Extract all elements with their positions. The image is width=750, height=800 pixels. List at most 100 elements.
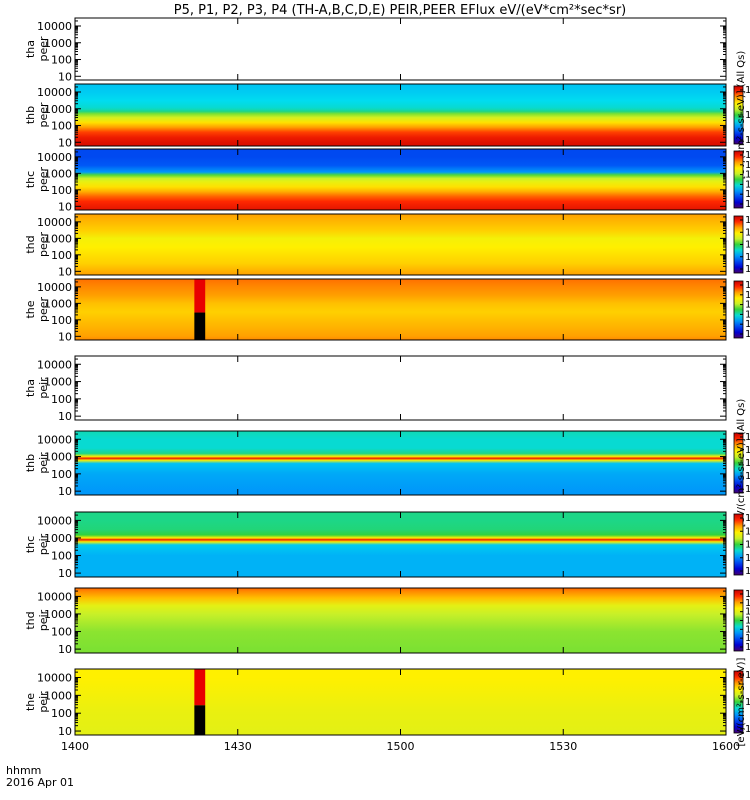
y-tick-label-the_peer-10000: 10000: [37, 281, 72, 294]
colorbar-tick-label-the_peir: 10⁴: [745, 697, 750, 708]
y-tick-label-thc_peir-10000: 10000: [37, 514, 72, 527]
colorbar-tick-label-thd_peir: 10⁷: [745, 589, 750, 600]
panel-thd_peir: 10100100010000thdpeir10¹10²10³10⁴10⁵10⁶1…: [24, 587, 750, 656]
colorbar-tick-label-thb_peer: 10⁶: [745, 85, 750, 96]
colorbar-the_peer: [733, 280, 744, 339]
data-gap-low-the_peer: [194, 312, 206, 340]
panel-the_peir: 10100100010000thepeir10²10⁴10⁶[eV/(cm²-s…: [24, 657, 750, 746]
data-gap-the_peer: [194, 279, 206, 313]
y-tick-label-thc_peir-10: 10: [58, 567, 72, 580]
panel-probe-tha_peer: tha: [24, 40, 37, 58]
y-tick-label-tha_peir-100: 100: [51, 393, 72, 406]
y-tick-label-the_peer-1000: 1000: [44, 297, 72, 310]
colorbar-tick-label-thc_peir: 10⁴: [745, 540, 750, 551]
colorbar-tick-label-thb_peir: 10³: [745, 471, 750, 482]
colorbar-tick-label-thd_peir: 10¹: [745, 642, 750, 653]
colorbar-unit-thb_peir: [eV/(cm²-s-sr-eV)] (All Qs): [736, 399, 747, 528]
y-tick-label-thc_peer-1000: 1000: [44, 167, 72, 180]
panel-instrument-thd_peir: peir: [37, 609, 50, 631]
panel-instrument-the_peer: peer: [37, 297, 50, 323]
panel-instrument-the_peir: peir: [37, 691, 50, 713]
colorbar-tick-label-thc_peer: 10²: [745, 189, 750, 200]
colorbar-tick-label-thb_peir: 10⁴: [745, 458, 750, 469]
y-tick-label-thd_peer-10000: 10000: [37, 216, 72, 229]
spectrogram-thb_peir: [75, 431, 726, 495]
colorbar-tick-label-thb_peer: 10⁵: [745, 110, 750, 121]
y-tick-label-tha_peer-10000: 10000: [37, 20, 72, 33]
colorbar-tick-label-thc_peer: 10³: [745, 179, 750, 190]
y-tick-label-thc_peir-100: 100: [51, 550, 72, 563]
colorbar-tick-label-thc_peir: 10²: [745, 566, 750, 577]
y-tick-label-the_peir-10: 10: [58, 725, 72, 738]
colorbar-tick-label-thc_peir: 10³: [745, 553, 750, 564]
colorbar-tick-label-thd_peer: 10⁴: [745, 240, 750, 251]
panel-probe-the_peer: the: [24, 300, 37, 318]
colorbar-unit-the_peir: [eV/(cm²-s-sr-eV)]: [736, 657, 747, 746]
colorbar-tick-label-the_peer: 10⁴: [745, 309, 750, 320]
y-tick-label-thb_peir-1000: 1000: [44, 451, 72, 464]
panel-instrument-thc_peir: peir: [37, 533, 50, 555]
panel-probe-the_peir: the: [24, 693, 37, 711]
colorbar-tick-label-the_peir: 10²: [745, 724, 750, 735]
y-tick-label-thb_peir-100: 100: [51, 468, 72, 481]
colorbar-thc_peer: [733, 150, 744, 209]
colorbar-tick-label-thb_peer: 10⁴: [745, 135, 750, 146]
panel-thb_peer: 10100100010000thbpeer10⁴10⁵10⁶[eV/(cm²-s…: [24, 51, 750, 180]
panel-probe-thc_peir: thc: [24, 536, 37, 553]
colorbar-tick-label-thd_peer: 10⁶: [745, 215, 750, 226]
y-tick-label-tha_peir-1000: 1000: [44, 376, 72, 389]
colorbar-tick-label-thc_peer: 10¹: [745, 199, 750, 210]
panel-instrument-thd_peer: peer: [37, 232, 50, 258]
y-tick-label-thd_peir-1000: 1000: [44, 608, 72, 621]
y-tick-label-thb_peer-100: 100: [51, 120, 72, 133]
panel-probe-thd_peir: thd: [24, 611, 37, 629]
panel-instrument-tha_peer: peer: [37, 36, 50, 62]
y-tick-label-the_peer-100: 100: [51, 314, 72, 327]
panel-instrument-tha_peir: peir: [37, 377, 50, 399]
colorbar-unit-thb_peer: [eV/(cm²-s-sr-eV)] (All Qs): [736, 51, 747, 180]
y-tick-label-thd_peir-10000: 10000: [37, 590, 72, 603]
x-tick-label-1500: 1500: [387, 740, 415, 753]
panel-probe-thb_peir: thb: [24, 454, 37, 472]
data-gap-the_peir: [194, 669, 206, 706]
panels: 10100100010000thapeer10100100010000thbpe…: [24, 17, 750, 746]
panel-probe-thd_peer: thd: [24, 235, 37, 253]
panel-instrument-thb_peir: peir: [37, 452, 50, 474]
y-tick-label-thc_peer-10: 10: [58, 200, 72, 213]
panel-thd_peer: 10100100010000thdpeer10²10³10⁴10⁵10⁶: [24, 213, 750, 278]
panel-probe-tha_peir: tha: [24, 379, 37, 397]
spectrogram-thd_peir: [75, 588, 726, 653]
y-tick-label-thd_peer-1000: 1000: [44, 232, 72, 245]
x-axis-label: hhmm: [6, 764, 41, 777]
y-tick-label-thb_peer-10000: 10000: [37, 86, 72, 99]
colorbar-tick-label-thd_peir: 10⁵: [745, 607, 750, 618]
x-tick-label-1430: 1430: [224, 740, 252, 753]
y-tick-label-thb_peer-1000: 1000: [44, 103, 72, 116]
colorbar-tick-label-thc_peer: 10⁶: [745, 150, 750, 161]
colorbar-tick-label-thd_peer: 10²: [745, 264, 750, 275]
colorbar-tick-label-thd_peir: 10³: [745, 624, 750, 635]
spectrogram-thc_peir: [75, 512, 726, 577]
y-tick-label-the_peir-1000: 1000: [44, 689, 72, 702]
colorbar-tick-label-the_peir: 10⁶: [745, 670, 750, 681]
y-tick-label-thc_peir-1000: 1000: [44, 532, 72, 545]
y-tick-label-tha_peer-1000: 1000: [44, 37, 72, 50]
colorbar-tick-label-thc_peer: 10⁵: [745, 160, 750, 171]
y-tick-label-thb_peir-10: 10: [58, 485, 72, 498]
y-tick-label-thc_peer-100: 100: [51, 184, 72, 197]
colorbar-tick-label-the_peer: 10³: [745, 319, 750, 330]
colorbar-tick-label-thb_peir: 10⁵: [745, 445, 750, 456]
y-tick-label-tha_peer-10: 10: [58, 70, 72, 83]
panel-label-thc_peir: thcpeir: [24, 533, 50, 555]
panel-thc_peir: 10100100010000thcpeir10²10³10⁴10⁵10⁶: [24, 511, 750, 580]
panel-label-thb_peer: thbpeer: [24, 102, 50, 128]
panel-label-thd_peer: thdpeer: [24, 232, 50, 258]
panel-thb_peir: 10100100010000thbpeir10²10³10⁴10⁵10⁶[eV/…: [24, 399, 750, 528]
x-axis: 1400 1430 1500 1530 1600: [61, 740, 740, 753]
x-tick-label-1600: 1600: [712, 740, 740, 753]
spectrogram-thb_peer: [75, 84, 726, 146]
colorbar-tick-label-thc_peir: 10⁶: [745, 513, 750, 524]
colorbar-tick-label-thd_peir: 10²: [745, 633, 750, 644]
